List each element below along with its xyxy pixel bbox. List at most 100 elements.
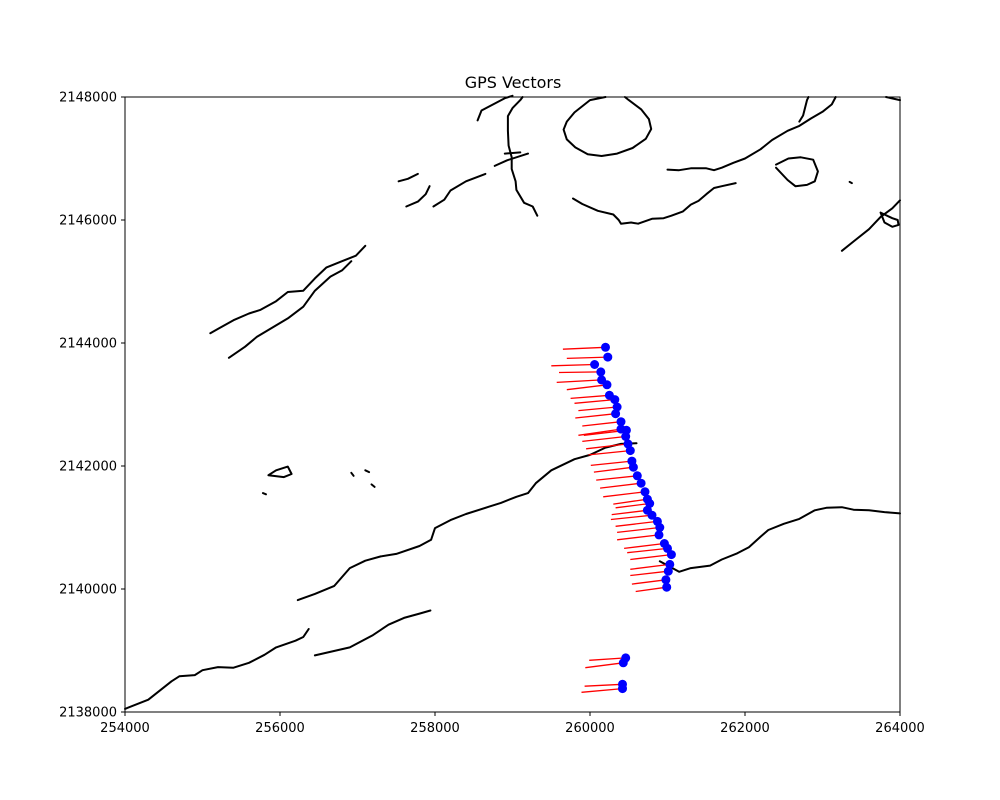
fault-line [261, 492, 267, 496]
gps-vector [582, 435, 626, 443]
gps-station-point [647, 510, 657, 520]
gps-station-point [661, 575, 671, 585]
y-tick-label: 2148000 [59, 91, 117, 106]
gps-station-point [601, 342, 610, 352]
gps-vector [593, 466, 634, 473]
fault-line [572, 182, 737, 225]
fault-line [506, 96, 539, 217]
gps-vector [630, 553, 672, 561]
gps-vector [617, 534, 660, 541]
gps-vector [584, 683, 623, 687]
gps-station-point [663, 566, 673, 576]
gps-vector [578, 428, 622, 436]
gps-station-point [655, 523, 665, 532]
fault-line [405, 185, 431, 208]
fault-line [350, 471, 355, 477]
gps-vector [558, 371, 601, 374]
gps-vector [615, 502, 650, 509]
gps-station-point [610, 395, 620, 405]
gps-station-point [654, 530, 664, 540]
gps-vector [575, 413, 616, 419]
fault-line [879, 211, 900, 228]
fault-line [666, 96, 837, 172]
gps-vector [570, 394, 610, 400]
gps-vector [586, 443, 629, 450]
x-tick-label: 254000 [100, 721, 150, 736]
fault-line [209, 244, 367, 335]
gps-station-point [596, 367, 606, 377]
gps-station-point [645, 499, 655, 508]
fault-line [227, 260, 353, 359]
gps-station-point [618, 658, 628, 668]
gps-station-point [621, 432, 631, 441]
gps-station-point [636, 478, 646, 488]
gps-station-point [640, 487, 650, 497]
gps-station-point [662, 582, 672, 592]
x-tick-label: 264000 [875, 721, 925, 736]
gps-vector [603, 491, 646, 498]
plot-frame [124, 96, 901, 713]
gps-vector [551, 363, 595, 367]
y-tick-label: 2142000 [59, 460, 117, 475]
y-tick-label: 2138000 [59, 706, 117, 721]
gps-vector [566, 356, 608, 360]
y-tick-label: 2140000 [59, 583, 117, 598]
fault-line [313, 609, 432, 657]
fault-line [848, 180, 853, 185]
gps-vector [596, 475, 638, 481]
fault-line [493, 152, 529, 167]
gps-station-point [611, 409, 621, 419]
gps-vector [627, 547, 668, 554]
gps-station-point [625, 446, 635, 456]
fault-line [658, 506, 901, 573]
x-tick-label: 262000 [720, 721, 770, 736]
gps-station-point [590, 360, 600, 369]
gps-station-point [666, 550, 676, 560]
gps-station-point [618, 684, 627, 694]
axes: 254000 256000 258000 260000 262000 264000 2138… [59, 91, 925, 737]
fault-line [124, 628, 310, 710]
gps-vector [630, 570, 669, 577]
gps-vector [589, 657, 626, 661]
fault-line [798, 96, 810, 123]
fault-line [503, 151, 522, 155]
fault-line [364, 469, 371, 474]
y-tick-label: 2144000 [59, 337, 117, 352]
fault-line [267, 465, 293, 479]
gps-vector [631, 579, 666, 585]
gps-station-point [665, 559, 675, 569]
gps-vector [566, 384, 608, 391]
fault-line [562, 96, 653, 157]
gps-vector [624, 542, 665, 550]
fault-line [885, 96, 901, 102]
gps-vector [600, 482, 642, 489]
fault-line [397, 172, 419, 183]
gps-vector [581, 687, 623, 693]
chart-title: GPS Vectors [465, 73, 562, 92]
fault-line [840, 199, 901, 252]
gps-station-point [632, 471, 642, 481]
gps-vector [615, 520, 658, 527]
gps-vector [635, 586, 667, 593]
gps-station-point [603, 352, 613, 362]
gps-vector [585, 662, 624, 669]
gps-vector [574, 398, 615, 404]
gps-vector [630, 563, 670, 570]
gps-vector [613, 498, 648, 505]
gps-vector [588, 449, 631, 456]
fault-line [775, 156, 819, 188]
gps-station-point [602, 380, 612, 390]
x-tick-label: 258000 [410, 721, 460, 736]
fault-line [432, 172, 487, 208]
fault-line [370, 483, 376, 488]
gps-vector [562, 346, 606, 350]
gps-station-point [612, 402, 622, 412]
x-tick-label: 260000 [565, 721, 615, 736]
gps-vector [617, 526, 660, 534]
x-tick-label: 256000 [255, 721, 305, 736]
gps-vector [590, 460, 632, 467]
gps-station-point [628, 462, 638, 472]
gps-vector [556, 379, 602, 384]
